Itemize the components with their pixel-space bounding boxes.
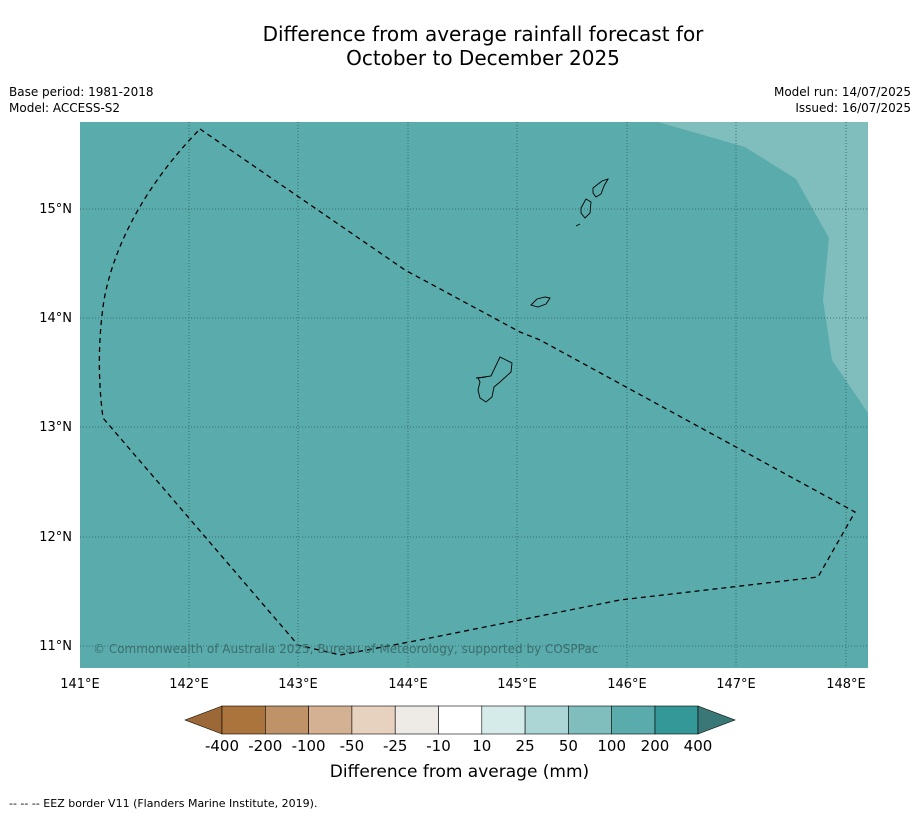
map-area[interactable] (80, 122, 868, 668)
colorbar-segment (308, 705, 353, 735)
islands (475, 178, 609, 403)
colorbar-segment (351, 705, 396, 735)
colorbar-segment (654, 705, 699, 735)
colorbar-label: -25 (383, 737, 408, 755)
meta-left: Base period: 1981-2018 Model: ACCESS-S2 (9, 84, 154, 116)
issued-date: Issued: 16/07/2025 (795, 101, 911, 115)
colorbar-over-arrow (697, 705, 736, 735)
eez-footnote: -- -- -- EEZ border V11 (Flanders Marine… (9, 797, 318, 810)
lat-label: 12°N (39, 530, 72, 545)
colorbar-segment (481, 705, 526, 735)
copyright-credit: © Commonwealth of Australia 2025, Bureau… (93, 642, 599, 656)
saipan-island (592, 178, 609, 198)
lon-label: 144°E (388, 677, 428, 692)
lon-label: 142°E (169, 677, 209, 692)
colorbar-label: 50 (559, 737, 578, 755)
lon-label: 145°E (497, 677, 537, 692)
colorbar-under-arrow (184, 705, 223, 735)
colorbar-label: -10 (426, 737, 451, 755)
colorbar-label: 400 (684, 737, 713, 755)
colorbar-label: 10 (472, 737, 491, 755)
colorbar: -400 -200 -100 -50 -25 -10 10 25 50 100 … (184, 705, 736, 755)
lighter-anomaly-zone (658, 122, 868, 413)
lon-axis: 141°E 142°E 143°E 144°E 145°E 146°E 147°… (60, 677, 866, 692)
colorbar-segment (611, 705, 656, 735)
colorbar-label: -50 (340, 737, 365, 755)
lon-label: 147°E (716, 677, 756, 692)
title-line-2: October to December 2025 (346, 46, 620, 70)
colorbar-label: -200 (248, 737, 282, 755)
lat-label: 15°N (39, 202, 72, 217)
meta-right: Model run: 14/07/2025 Issued: 16/07/2025 (774, 84, 911, 116)
lat-label: 11°N (39, 639, 72, 654)
model-name: Model: ACCESS-S2 (9, 101, 121, 115)
map-figure: 15°N 14°N 13°N 12°N 11°N 141°E 142°E 143… (39, 122, 868, 755)
colorbar-segment (438, 705, 483, 735)
gridlines (80, 122, 868, 668)
lon-label: 143°E (278, 677, 318, 692)
tinian-island (580, 198, 592, 219)
colorbar-segment (568, 705, 613, 735)
colorbar-segment (264, 705, 309, 735)
colorbar-label: 25 (516, 737, 535, 755)
title-line-1: Difference from average rainfall forecas… (262, 22, 704, 46)
colorbar-segment (524, 705, 569, 735)
guam-island (477, 356, 513, 403)
eez-border (98, 128, 856, 656)
base-period: Base period: 1981-2018 (9, 85, 154, 99)
colorbar-label: -400 (205, 737, 239, 755)
colorbar-label: 100 (597, 737, 626, 755)
model-run: Model run: 14/07/2025 (773, 85, 911, 99)
lon-label: 141°E (60, 677, 100, 692)
lat-label: 13°N (39, 420, 72, 435)
chart-title: Difference from average rainfall forecas… (0, 22, 919, 70)
lat-label: 14°N (39, 311, 72, 326)
colorbar-label: 200 (641, 737, 670, 755)
rota-island (530, 296, 551, 308)
guam-peninsula (475, 376, 487, 379)
colorbar-label: -100 (292, 737, 326, 755)
colorbar-segment (221, 705, 266, 735)
lon-label: 148°E (826, 677, 866, 692)
lon-label: 146°E (607, 677, 647, 692)
colorbar-title: Difference from average (mm) (329, 762, 590, 782)
colorbar-segment (394, 705, 439, 735)
lat-axis: 15°N 14°N 13°N 12°N 11°N (39, 202, 72, 654)
aguijan-island (575, 223, 581, 227)
